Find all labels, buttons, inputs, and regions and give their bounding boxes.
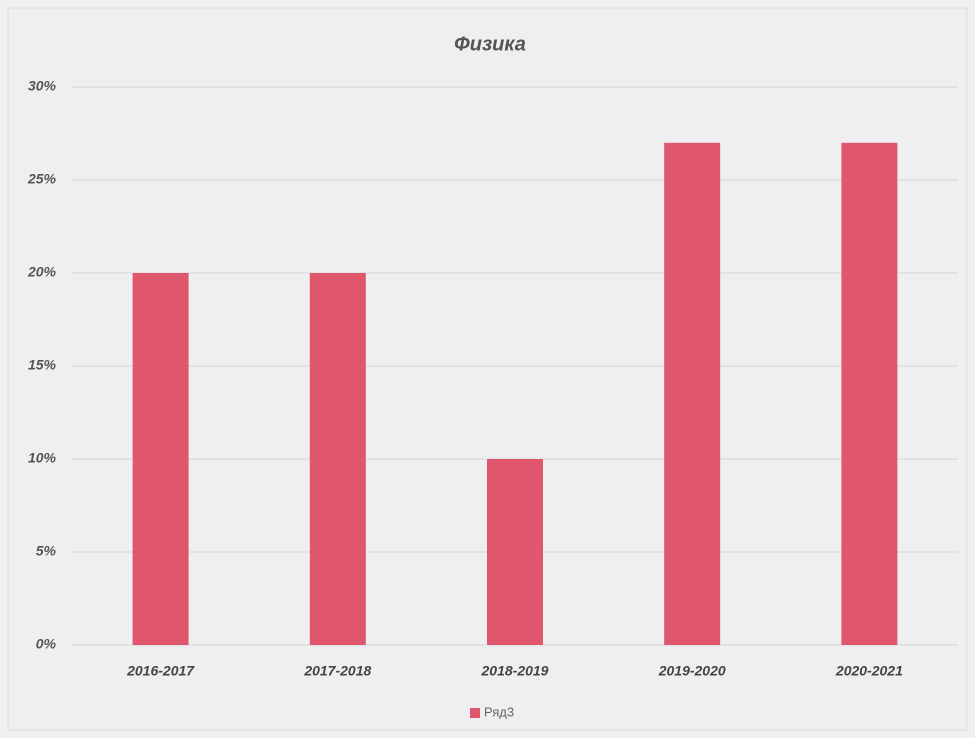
y-tick-label: 30%	[28, 78, 57, 94]
bar	[487, 459, 543, 645]
y-tick-label: 10%	[28, 450, 57, 466]
y-tick-label: 20%	[27, 264, 57, 280]
bar	[841, 142, 898, 646]
y-tick-label: 0%	[36, 636, 57, 652]
x-tick-label: 2016-2017	[126, 663, 195, 679]
chart-title: Физика	[454, 33, 526, 55]
y-tick-label: 15%	[28, 357, 57, 373]
bar	[664, 142, 721, 646]
y-tick-label: 5%	[36, 543, 57, 559]
bar	[309, 273, 366, 645]
legend-label: Ряд3	[484, 704, 514, 719]
y-tick-label: 25%	[27, 171, 57, 187]
x-tick-label: 2019-2020	[658, 663, 726, 679]
legend-swatch	[470, 708, 480, 718]
x-tick-label: 2017-2018	[303, 663, 371, 679]
bar	[132, 273, 189, 645]
x-tick-label: 2020-2021	[835, 663, 903, 679]
x-tick-label: 2018-2019	[481, 663, 549, 679]
